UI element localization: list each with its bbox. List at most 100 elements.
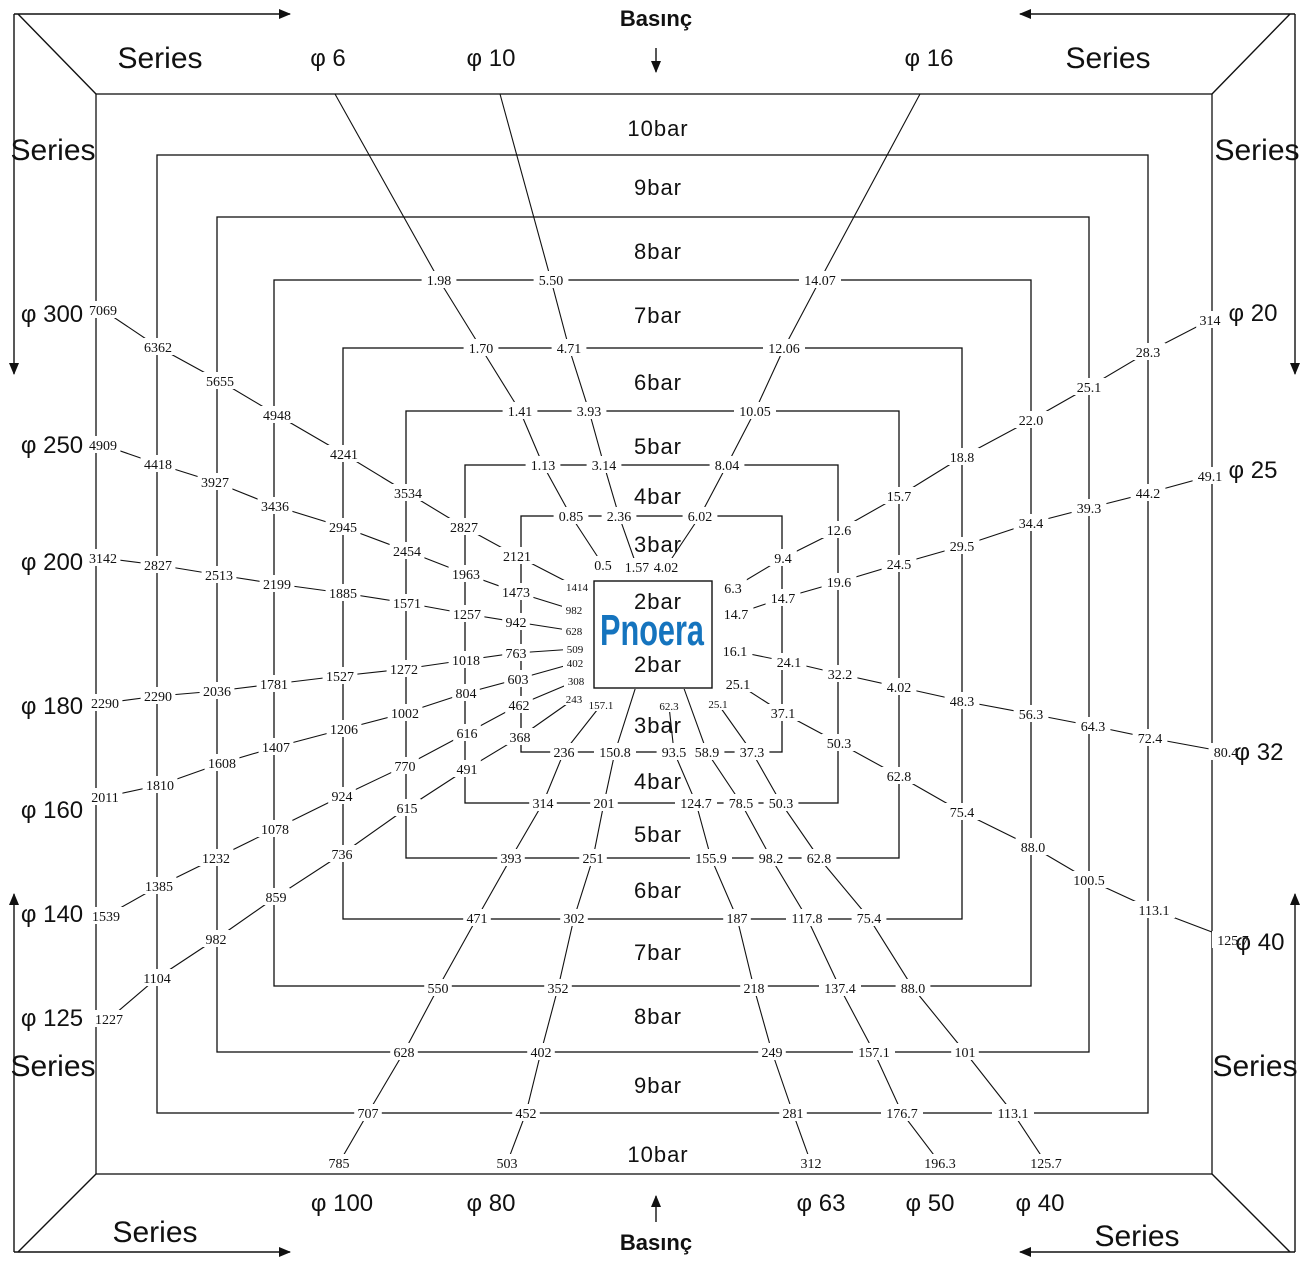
force-label-bg xyxy=(506,728,534,745)
force-value-phi10-0: 5.50 xyxy=(539,274,564,289)
force-value-phi80-1: 452 xyxy=(516,1107,537,1122)
force-ray-phi63 xyxy=(668,705,812,1164)
force-label-bg xyxy=(257,497,293,514)
force-label-bg xyxy=(421,271,457,288)
force-value-phi125-8: 243 xyxy=(566,694,583,706)
series-label-left-bottom: Series xyxy=(10,1050,95,1083)
force-ray-phi80 xyxy=(505,682,638,1165)
pressure-label-bottom: Basınç xyxy=(620,1230,692,1255)
force-value-phi40b-5: 62.8 xyxy=(807,852,832,867)
force-label-bg xyxy=(354,1104,382,1121)
force-label-bg xyxy=(553,507,589,524)
diameter-label-phi125: φ 125 xyxy=(21,1005,83,1032)
force-value-phi20-2: 25.1 xyxy=(1077,381,1102,396)
force-label-bg xyxy=(544,979,572,996)
pressure-label-bottom-6: 4bar xyxy=(634,769,682,794)
force-label-bg xyxy=(326,445,362,462)
force-value-phi250-1: 4418 xyxy=(144,458,172,473)
force-value-phi140-2: 1232 xyxy=(202,852,230,867)
force-value-phi20-7: 9.4 xyxy=(774,552,792,567)
force-value-phi100-7: 236 xyxy=(554,746,575,761)
force-label-bg xyxy=(589,556,617,573)
force-value-phi40b-8: 25.1 xyxy=(708,699,727,711)
force-label-bg xyxy=(822,665,858,682)
force-label-bg xyxy=(142,776,178,793)
force-value-phi160-2: 1608 xyxy=(208,757,236,772)
force-label-bg xyxy=(563,642,587,655)
force-value-phi32-4: 48.3 xyxy=(950,695,975,710)
force-label-bg xyxy=(723,794,759,811)
force-value-phi50-4: 117.8 xyxy=(792,912,823,927)
force-label-bg xyxy=(87,694,123,711)
pressure-ring xyxy=(156,154,1149,1114)
force-value-phi300-8: 1414 xyxy=(566,582,589,594)
force-value-phi140-6: 616 xyxy=(457,727,478,742)
force-value-phi300-6: 2827 xyxy=(450,521,478,536)
force-label-bg xyxy=(1075,717,1111,734)
force-value-phi160-0: 2011 xyxy=(91,791,118,806)
force-value-phi63-5: 155.9 xyxy=(695,852,727,867)
force-value-phi100-2: 628 xyxy=(394,1046,415,1061)
force-value-phi10-2: 3.93 xyxy=(577,405,602,420)
force-label-bg xyxy=(141,877,177,894)
force-label-bg xyxy=(675,794,717,811)
force-value-phi32-5: 4.02 xyxy=(887,681,912,696)
force-label-bg xyxy=(919,1154,961,1171)
force-label-bg xyxy=(140,556,176,573)
force-value-phi180-4: 1527 xyxy=(326,670,354,685)
force-value-phi32-8: 16.1 xyxy=(723,645,748,660)
force-label-bg xyxy=(446,518,482,535)
force-label-bg xyxy=(1130,343,1166,360)
force-label-bg xyxy=(594,743,636,760)
force-ray-phi180 xyxy=(96,648,576,704)
force-value-phi6-5: 0.5 xyxy=(594,559,612,574)
force-value-phi140-1: 1385 xyxy=(145,880,173,895)
force-label-bg xyxy=(821,734,857,751)
force-value-phi200-1: 2827 xyxy=(144,559,172,574)
force-label-bg xyxy=(201,566,237,583)
force-value-phi125-7: 368 xyxy=(510,731,531,746)
pressure-label-bottom-4: 6bar xyxy=(634,878,682,903)
force-value-phi200-4: 1885 xyxy=(329,587,357,602)
force-value-phi250-6: 1963 xyxy=(452,568,480,583)
force-value-phi63-8: 62.3 xyxy=(659,701,679,713)
center-pressure-bottom: 2bar xyxy=(634,652,682,677)
force-value-phi200-2: 2513 xyxy=(205,569,233,584)
force-value-phi25-0: 49.1 xyxy=(1198,470,1223,485)
force-value-phi16-2: 10.05 xyxy=(739,405,771,420)
force-label-bg xyxy=(560,909,588,926)
force-value-phi140-7: 462 xyxy=(509,699,530,714)
force-value-phi32-7: 24.1 xyxy=(777,656,802,671)
diameter-label-phi40-right: φ 40 xyxy=(1236,929,1285,956)
force-value-phi100-4: 471 xyxy=(467,912,488,927)
diameter-label-phi160: φ 160 xyxy=(21,797,83,824)
force-value-phi300-7: 2121 xyxy=(503,550,531,565)
force-value-phi40b-4: 75.4 xyxy=(857,912,882,927)
force-value-phi80-7: 150.8 xyxy=(599,746,631,761)
force-value-phi50-0: 196.3 xyxy=(924,1157,956,1172)
force-value-phi32-3: 56.3 xyxy=(1019,708,1044,723)
force-ray-phi140 xyxy=(96,680,577,917)
force-label-bg xyxy=(797,1154,825,1171)
force-value-phi6-0: 1.98 xyxy=(427,274,452,289)
force-label-bg xyxy=(563,656,587,669)
force-ray-phi300 xyxy=(95,308,578,588)
force-ray-phi32 xyxy=(734,650,1227,753)
force-label-bg xyxy=(765,589,801,606)
force-value-phi300-4: 4241 xyxy=(330,448,358,463)
force-label-bg xyxy=(140,687,176,704)
force-label-bg xyxy=(88,907,124,924)
force-label-bg xyxy=(525,456,561,473)
force-value-phi16-1: 12.06 xyxy=(768,342,800,357)
force-value-phi200-3: 2199 xyxy=(263,578,291,593)
force-value-phi40r-5: 62.8 xyxy=(887,770,912,785)
pressure-label-top-3: 7bar xyxy=(634,303,682,328)
force-label-bg xyxy=(512,1104,540,1121)
force-ray-phi160 xyxy=(96,662,576,798)
force-value-phi40b-3: 88.0 xyxy=(901,982,926,997)
pressure-label-top: Basınç xyxy=(620,6,692,31)
force-value-phi25-7: 14.7 xyxy=(771,592,796,607)
force-label-bg xyxy=(571,402,607,419)
force-value-phi20-0: 314 xyxy=(1200,314,1221,329)
force-label-bg xyxy=(202,930,230,947)
